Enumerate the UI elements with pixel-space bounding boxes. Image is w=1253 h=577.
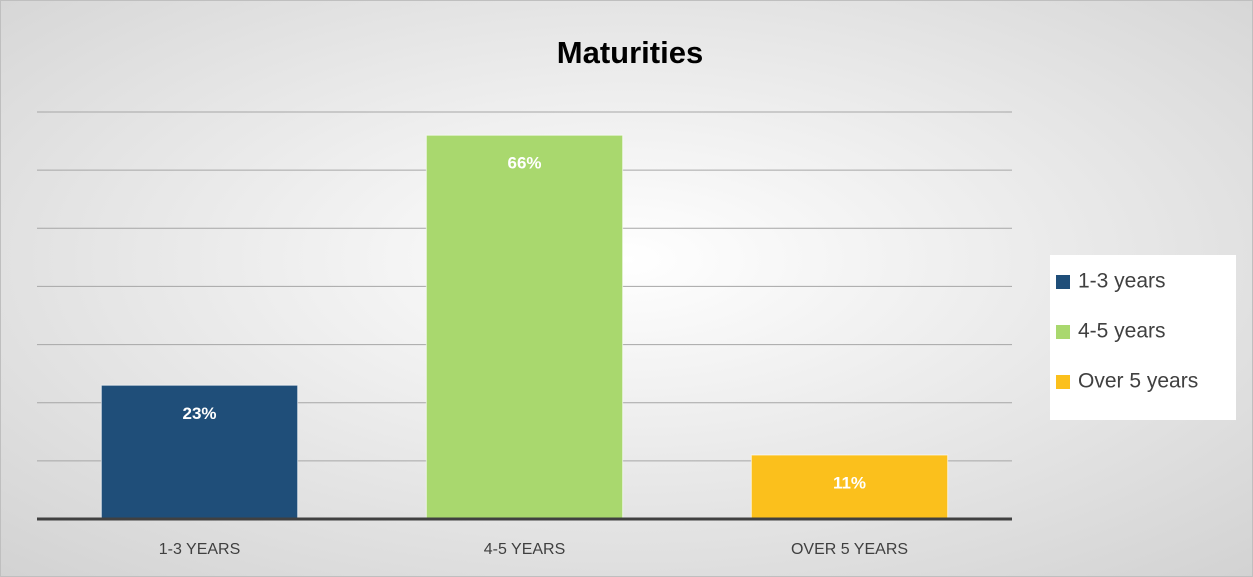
bar (425, 134, 624, 520)
data-label: 11% (833, 474, 866, 493)
legend-label: Over 5 years (1078, 370, 1198, 393)
bar (750, 454, 949, 520)
x-tick-label: OVER 5 YEARS (791, 541, 908, 558)
data-label: 23% (182, 404, 216, 423)
legend-box (1050, 255, 1236, 420)
chart-title: Maturities (557, 35, 703, 70)
data-label: 66% (507, 154, 541, 173)
x-tick-label: 1-3 YEARS (159, 541, 241, 558)
legend-swatch (1056, 275, 1070, 289)
legend-label: 1-3 years (1078, 270, 1166, 293)
legend-swatch (1056, 375, 1070, 389)
x-tick-label: 4-5 YEARS (484, 541, 566, 558)
bar (100, 384, 299, 520)
legend-label: 4-5 years (1078, 320, 1166, 343)
legend-swatch (1056, 325, 1070, 339)
